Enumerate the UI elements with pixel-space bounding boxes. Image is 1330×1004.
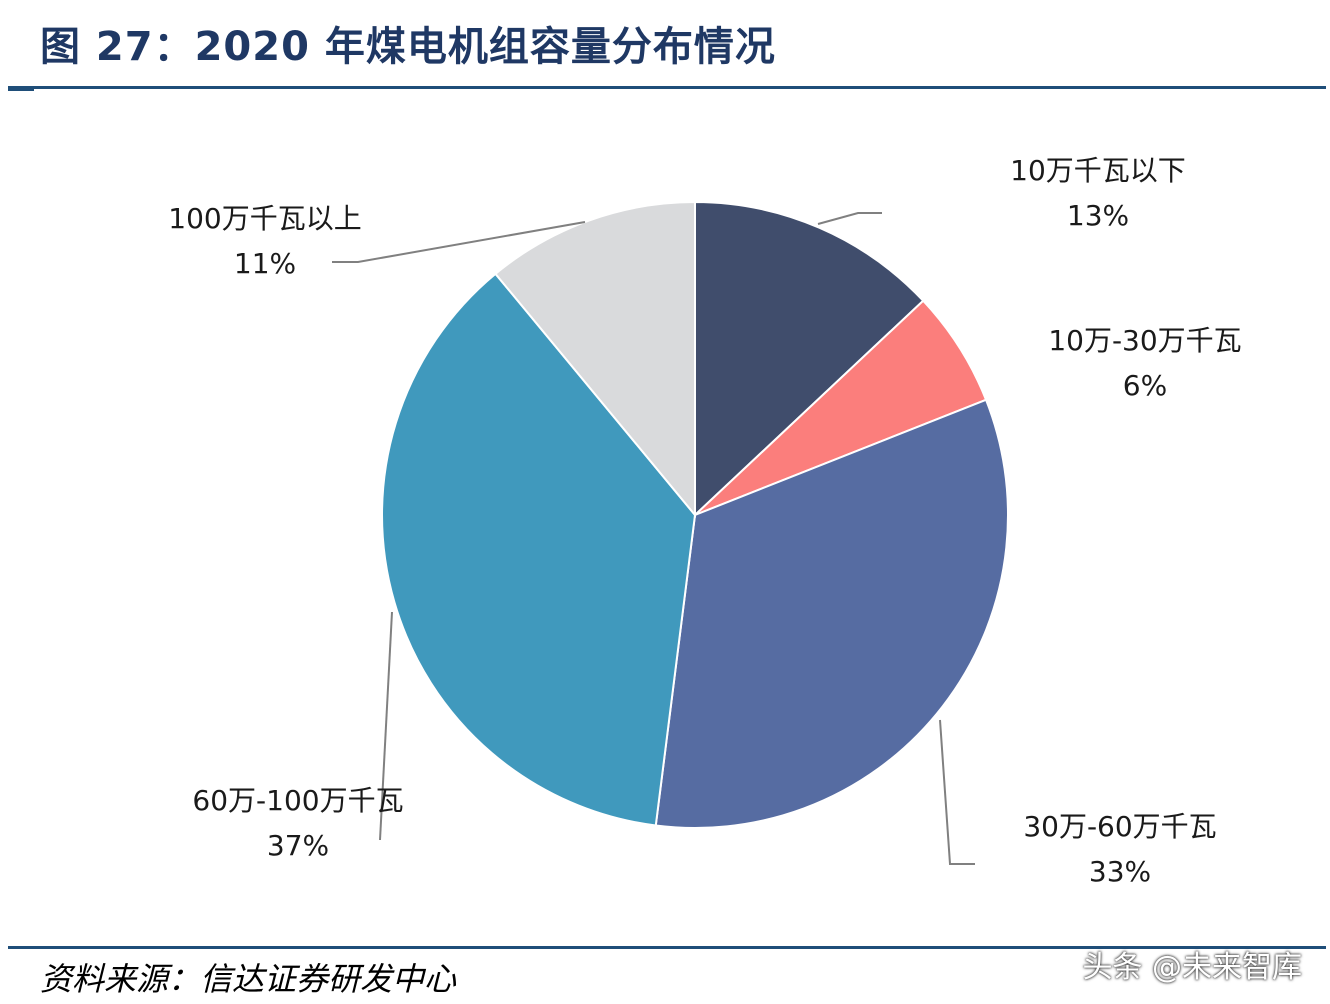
pie-slice-2 — [694, 299, 988, 516]
slice-percent-label: 33% — [1089, 855, 1151, 888]
slice-category-label: 10万千瓦以下 — [1010, 154, 1186, 187]
leader-line-5 — [332, 221, 586, 263]
slice-percent-label: 6% — [1123, 369, 1167, 402]
pie-slice-5 — [494, 200, 696, 518]
leader-line-4 — [379, 611, 393, 841]
slice-category-label: 10万-30万千瓦 — [1048, 324, 1241, 357]
watermark: 头条 @未来智库 — [1082, 950, 1302, 985]
source-note: 资料来源：信达证券研发中心 — [40, 960, 457, 998]
leader-line-1 — [817, 212, 882, 225]
pie-slice-4 — [381, 272, 697, 827]
slice-percent-label: 13% — [1067, 199, 1129, 232]
figure-title: 图 27：2020 年煤电机组容量分布情况 — [40, 24, 776, 70]
pie-slice-1 — [694, 200, 925, 518]
slice-category-label: 100万千瓦以上 — [168, 202, 361, 235]
slice-percent-label: 37% — [267, 829, 329, 862]
bottom-rule — [8, 946, 1326, 949]
slice-category-label: 30万-60万千瓦 — [1023, 810, 1216, 843]
slice-percent-label: 11% — [234, 247, 296, 280]
slice-category-label: 60万-100万千瓦 — [192, 784, 403, 817]
leader-line-3 — [939, 719, 975, 865]
top-rule — [8, 86, 1326, 89]
pie-slice-3 — [654, 398, 1009, 829]
top-rule-accent — [8, 86, 34, 91]
